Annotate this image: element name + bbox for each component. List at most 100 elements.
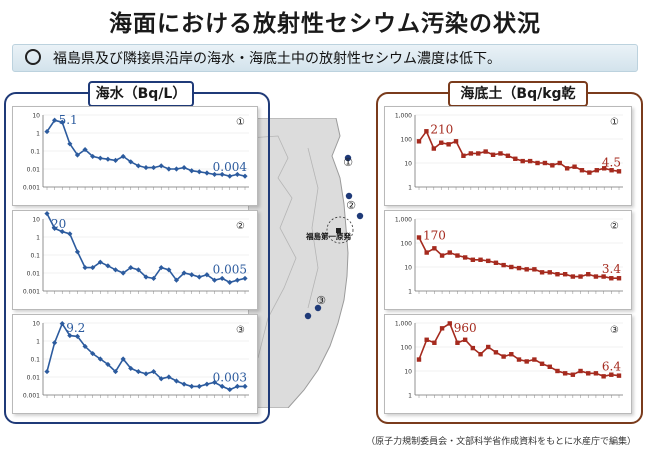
data-point <box>439 326 445 331</box>
data-point <box>120 356 126 362</box>
data-point <box>550 163 555 168</box>
data-point <box>483 149 488 154</box>
data-point <box>601 274 606 279</box>
data-point <box>470 345 476 351</box>
data-point <box>587 170 592 175</box>
station-number: ③ <box>610 325 619 336</box>
data-point <box>128 159 134 165</box>
data-point <box>539 361 545 366</box>
data-point <box>557 160 562 166</box>
data-point <box>468 151 474 156</box>
data-point <box>572 164 577 169</box>
y-tick-label: 0.01 <box>27 271 41 278</box>
summary-text: 福島県及び隣接県沿岸の海水・海底土中の放射性セシウム濃度は低下。 <box>53 51 501 67</box>
data-point <box>431 146 437 151</box>
data-point <box>52 340 58 346</box>
data-point <box>509 352 514 357</box>
sediment-2-svg: 1 10 100 1,000 170 3.4 ② <box>395 217 623 296</box>
y-tick-label: 10 <box>32 113 40 120</box>
start-value-label: 9.2 <box>66 321 85 335</box>
station-number: ② <box>236 221 245 232</box>
data-point <box>143 371 149 377</box>
data-point <box>211 171 218 178</box>
data-point <box>498 151 503 156</box>
data-point <box>82 146 88 153</box>
sediment-1-line <box>418 129 620 174</box>
data-point <box>432 340 437 345</box>
data-point <box>593 371 599 376</box>
data-point <box>555 368 560 374</box>
data-point <box>478 352 483 357</box>
y-tick-label: 1 <box>36 131 40 138</box>
data-point <box>59 119 65 125</box>
data-point <box>143 274 149 280</box>
data-point <box>535 160 540 166</box>
data-point <box>424 337 429 342</box>
data-point <box>74 249 81 255</box>
y-tick-label: 10 <box>32 217 40 224</box>
sediment-chart-1: 1 10 100 1,000 210 4.5 ① <box>384 106 632 206</box>
end-value-label: 3.4 <box>602 262 621 276</box>
data-point <box>542 160 548 166</box>
data-point <box>432 246 437 251</box>
data-point <box>505 153 511 158</box>
data-point <box>476 151 481 156</box>
data-point <box>453 139 459 144</box>
start-value-label: 210 <box>430 122 453 136</box>
data-point <box>82 264 88 271</box>
seawater-chart-3: 0.001 0.01 0.1 1 10 9.2 0.003 ③ <box>12 314 258 414</box>
y-tick-label: 1 <box>408 393 412 400</box>
end-value-label: 0.003 <box>213 370 247 384</box>
data-point <box>447 321 452 326</box>
data-point <box>446 142 451 147</box>
station-3-label: ③ <box>316 294 326 307</box>
data-point <box>52 225 58 232</box>
data-point <box>609 168 614 173</box>
data-point <box>416 357 422 362</box>
data-point <box>181 164 187 171</box>
data-point <box>609 372 614 377</box>
sediment-3-line <box>418 322 620 378</box>
data-point <box>547 270 552 275</box>
data-point <box>570 372 576 377</box>
y-tick-label: 1 <box>36 339 40 346</box>
station-3-marker <box>314 304 322 312</box>
start-value-label: 170 <box>423 228 446 242</box>
data-point <box>601 166 607 171</box>
data-point <box>158 376 164 382</box>
data-point <box>461 153 466 158</box>
source-note: （原子力規制委員会・文部科学省作成資料をもとに水産庁で編集） <box>366 437 636 447</box>
sediment-chart-2: 1 10 100 1,000 170 3.4 ② <box>384 210 632 310</box>
y-tick-label: 1,000 <box>395 113 412 120</box>
data-point <box>609 276 614 281</box>
station-2b-marker <box>356 212 364 220</box>
start-value-label: 5.1 <box>59 113 78 127</box>
data-point <box>196 274 202 280</box>
y-tick-label: 0.01 <box>27 375 41 382</box>
data-point <box>501 354 506 359</box>
data-point <box>564 166 570 171</box>
data-point <box>97 155 103 161</box>
y-tick-label: 0.1 <box>30 357 40 364</box>
data-point <box>135 368 141 375</box>
data-point <box>509 264 514 270</box>
y-tick-label: 1 <box>408 289 412 296</box>
data-point <box>52 117 58 123</box>
data-point <box>120 153 126 160</box>
y-tick-label: 1 <box>408 185 412 192</box>
data-point <box>204 170 210 176</box>
data-point <box>59 228 65 235</box>
data-point <box>143 164 149 171</box>
y-tick-label: 0.1 <box>30 253 40 260</box>
data-point <box>578 368 583 374</box>
data-point <box>227 386 233 393</box>
data-point <box>234 277 240 283</box>
data-point <box>44 368 50 375</box>
data-point <box>219 275 225 282</box>
y-tick-label: 1 <box>36 235 40 242</box>
station-number: ① <box>236 117 245 128</box>
data-point <box>455 253 460 258</box>
data-point <box>97 356 103 362</box>
data-point <box>570 274 576 279</box>
data-point <box>455 340 460 345</box>
